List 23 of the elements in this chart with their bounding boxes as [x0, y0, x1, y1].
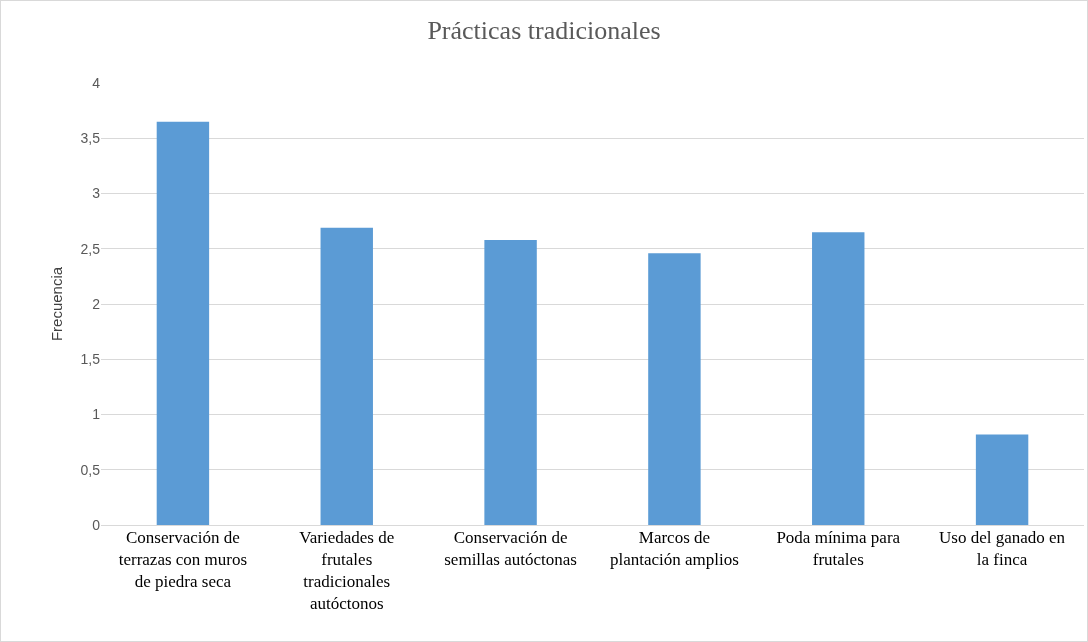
bar — [320, 227, 373, 525]
bar — [975, 434, 1029, 525]
y-tick-label: 2,5 — [80, 240, 101, 257]
y-tick-label: 0,5 — [80, 461, 101, 478]
x-tick-label: Marcos de plantación amplios — [609, 528, 739, 570]
bar — [648, 253, 701, 525]
y-tick-label: 4 — [92, 74, 101, 91]
x-tick-label: Conservación de terrazas con muros de piedra seca — [118, 528, 248, 592]
y-tick-label: 3,5 — [80, 130, 101, 147]
y-tick-label: 1 — [92, 406, 101, 423]
bar — [812, 232, 865, 525]
y-tick-label: 2 — [92, 295, 101, 312]
chart-title: Prácticas tradicionales — [427, 15, 661, 45]
y-tick-label: 3 — [92, 185, 101, 202]
y-tick-label: 0 — [92, 516, 101, 533]
bar — [156, 121, 210, 525]
x-tick-label: Uso del ganado en la finca — [939, 528, 1066, 570]
y-tick-label: 1,5 — [80, 351, 101, 368]
bar — [484, 239, 537, 525]
x-tick-label: Conservación de semillas autóctonas — [444, 528, 577, 570]
x-tick-label: Poda mínima para frutales — [776, 528, 901, 570]
x-tick-label: Variedades de frutales tradicionales autóctonos — [299, 528, 395, 614]
y-axis-title: Frecuencia — [47, 266, 65, 342]
